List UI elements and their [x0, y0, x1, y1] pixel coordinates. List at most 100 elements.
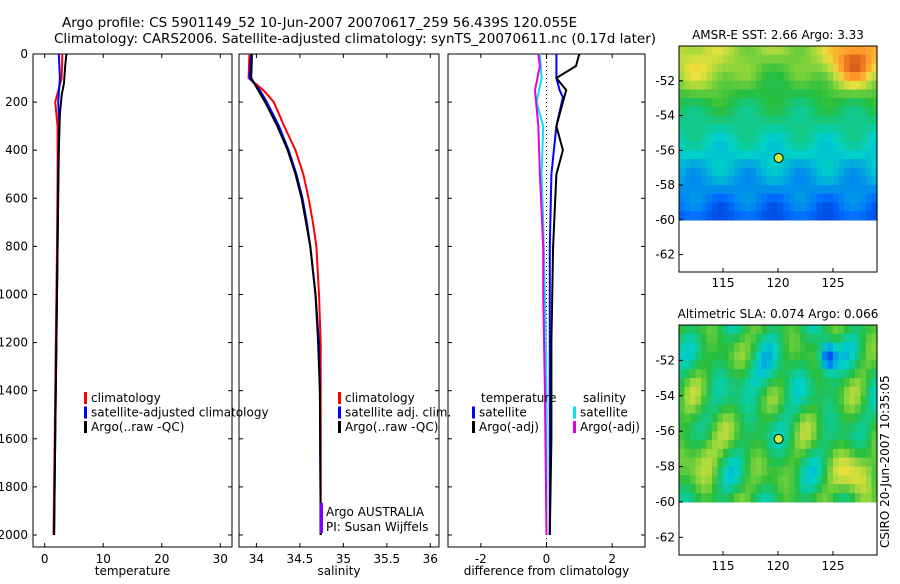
heat-cell: [723, 185, 730, 195]
heat-cell: [855, 167, 862, 177]
heat-cell: [816, 193, 823, 204]
heat-cell: [695, 351, 702, 361]
heat-cell: [778, 202, 785, 212]
heat-cell: [772, 80, 779, 91]
heat-cell: [717, 475, 724, 485]
heat-cell: [717, 211, 724, 221]
sla-map-heat-cells: [679, 325, 878, 503]
heat-cell: [690, 325, 697, 335]
heat-cell: [728, 351, 735, 361]
sst-map-title: AMSR-E SST: 2.66 Argo: 3.33: [692, 28, 864, 42]
annotation-line2: PI: Susan Wijffels: [326, 520, 428, 534]
heat-cell: [690, 98, 697, 108]
heat-cell: [794, 124, 801, 134]
heat-cell: [838, 395, 845, 406]
heat-cell: [695, 89, 702, 99]
heat-cell: [794, 159, 801, 169]
heat-cell: [695, 63, 702, 73]
heat-cell: [717, 106, 724, 117]
heat-cell: [778, 63, 785, 73]
heat-cell: [690, 484, 697, 494]
heat-cell: [684, 395, 691, 406]
heat-cell: [728, 422, 735, 432]
heat-cell: [849, 167, 856, 177]
heat-cell: [761, 202, 768, 212]
heat-cell: [800, 72, 807, 82]
heat-cell: [822, 80, 829, 91]
heat-cell: [866, 484, 873, 494]
heat-cell: [701, 54, 708, 64]
heat-cell: [712, 342, 719, 353]
heat-cell: [789, 369, 796, 379]
heat-cell: [838, 448, 845, 459]
heat-cell: [783, 351, 790, 361]
heat-cell: [811, 378, 818, 388]
heat-cell: [855, 80, 862, 91]
heat-cell: [767, 63, 774, 73]
heat-cell: [701, 378, 708, 388]
heat-cell: [679, 493, 686, 503]
heat-cell: [871, 124, 878, 134]
heat-cell: [860, 193, 867, 204]
heat-cell: [783, 395, 790, 406]
heat-cell: [783, 493, 790, 503]
heat-cell: [811, 351, 818, 361]
heat-cell: [717, 448, 724, 459]
heat-cell: [745, 132, 752, 143]
heat-cell: [794, 369, 801, 379]
heat-cell: [789, 63, 796, 73]
heat-cell: [805, 351, 812, 361]
heat-cell: [794, 404, 801, 414]
heat-cell: [789, 440, 796, 450]
heat-cell: [728, 325, 735, 335]
heat-cell: [745, 484, 752, 494]
heat-cell: [739, 431, 746, 441]
heat-cell: [690, 115, 697, 125]
series-line-blue: [548, 54, 564, 535]
heat-cell: [855, 72, 862, 82]
heat-cell: [712, 80, 719, 91]
heat-cell: [717, 484, 724, 494]
heat-cell: [800, 360, 807, 370]
heat-cell: [745, 141, 752, 151]
heat-cell: [712, 202, 719, 212]
heat-cell: [723, 404, 730, 414]
heat-cell: [794, 493, 801, 503]
heat-cell: [827, 413, 834, 423]
heat-cell: [805, 80, 812, 91]
heat-cell: [745, 466, 752, 476]
heat-cell: [739, 440, 746, 450]
heat-cell: [745, 457, 752, 468]
heat-cell: [745, 46, 752, 56]
heat-cell: [871, 422, 878, 432]
heat-cell: [860, 342, 867, 353]
heat-cell: [706, 72, 713, 82]
heat-cell: [811, 72, 818, 82]
heat-cell: [712, 404, 719, 414]
heat-cell: [783, 413, 790, 423]
heat-cell: [855, 448, 862, 459]
heat-cell: [849, 404, 856, 414]
heat-cell: [800, 115, 807, 125]
heat-cell: [728, 493, 735, 503]
heat-cell: [816, 124, 823, 134]
heat-cell: [866, 150, 873, 160]
heat-cell: [849, 395, 856, 406]
heat-cell: [684, 466, 691, 476]
heat-cell: [750, 395, 757, 406]
heat-cell: [816, 98, 823, 108]
heat-cell: [739, 211, 746, 221]
heat-cell: [800, 395, 807, 406]
heat-cell: [849, 72, 856, 82]
heat-cell: [723, 72, 730, 82]
heat-cell: [695, 440, 702, 450]
heat-cell: [717, 115, 724, 125]
heat-cell: [745, 378, 752, 388]
heat-cell: [811, 141, 818, 151]
heat-cell: [750, 422, 757, 432]
heat-cell: [739, 448, 746, 459]
legend-label: climatology: [91, 391, 161, 405]
heat-cell: [783, 386, 790, 397]
